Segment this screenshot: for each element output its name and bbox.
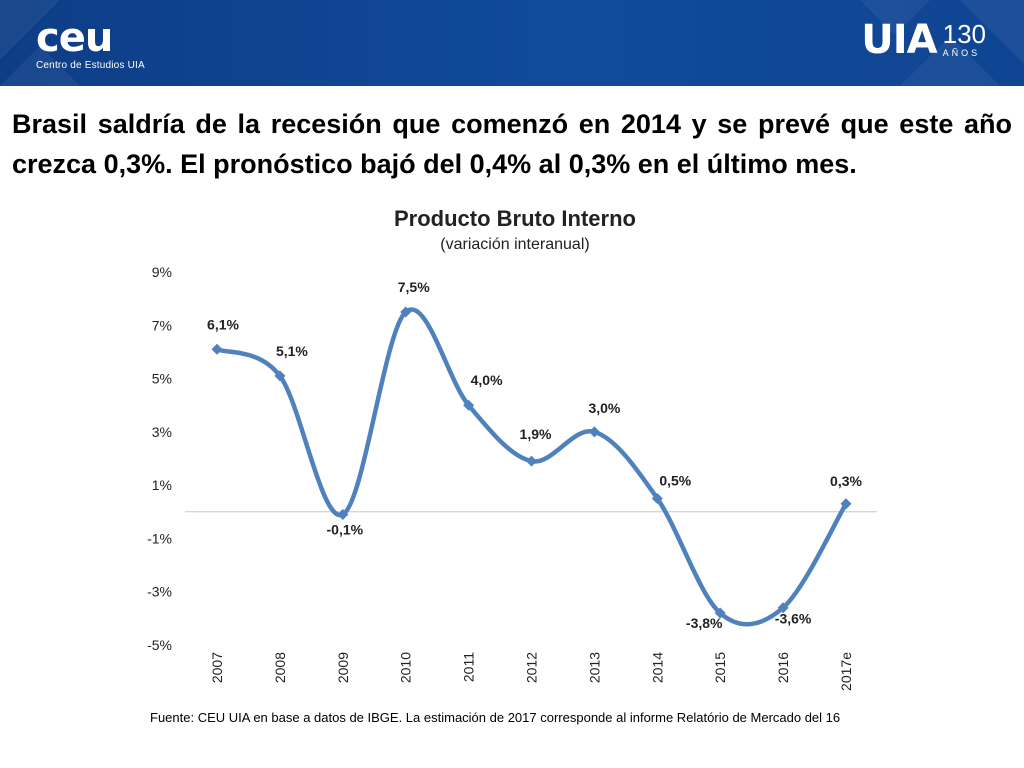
y-tick-label: -1% xyxy=(147,530,172,546)
data-label: -3,8% xyxy=(686,615,723,631)
y-tick-label: 1% xyxy=(152,477,172,493)
y-tick-label: 9% xyxy=(152,264,172,280)
data-label: 0,3% xyxy=(830,473,862,489)
chart-title: Producto Bruto Interno xyxy=(394,206,636,231)
x-tick-label: 2014 xyxy=(649,652,665,683)
data-label: 6,1% xyxy=(207,316,239,332)
data-point-marker xyxy=(526,455,537,467)
data-label: -3,6% xyxy=(775,611,812,627)
x-tick-label: 2011 xyxy=(461,652,477,682)
data-point-marker xyxy=(840,498,852,510)
x-tick-label: 2010 xyxy=(398,652,414,683)
data-point-marker xyxy=(714,607,726,619)
data-point-marker xyxy=(400,306,412,318)
data-point-marker xyxy=(588,426,600,438)
x-tick-label: 2016 xyxy=(775,652,791,683)
x-tick-label: 2009 xyxy=(335,652,351,683)
y-tick-label: 7% xyxy=(152,317,172,333)
x-tick-label: 2007 xyxy=(209,652,225,683)
x-tick-label: 2015 xyxy=(712,652,728,683)
data-point-marker xyxy=(274,370,286,382)
header-pattern xyxy=(0,0,1024,86)
y-tick-label: 5% xyxy=(152,371,172,387)
data-label: 7,5% xyxy=(398,279,430,295)
series-line xyxy=(214,307,849,627)
data-label: 4,0% xyxy=(471,372,503,388)
x-tick-label: 2008 xyxy=(272,652,288,683)
uia-logo-word: UIA xyxy=(861,17,937,63)
data-point-marker xyxy=(777,602,789,614)
y-tick-label: -3% xyxy=(147,584,172,600)
ceu-logo-subtitle: Centro de Estudios UIA xyxy=(36,60,145,71)
header-band: ceu Centro de Estudios UIA UIA 130 AÑOS xyxy=(0,0,1024,86)
ceu-logo-word: ceu xyxy=(36,15,113,61)
data-label: 3,0% xyxy=(588,400,620,416)
slide-title: Brasil saldría de la recesión que comenz… xyxy=(12,109,1012,179)
y-tick-label: -5% xyxy=(147,637,172,653)
x-tick-label: 2013 xyxy=(586,652,602,683)
source-footnote: Fuente: CEU UIA en base a datos de IBGE.… xyxy=(150,710,841,725)
data-point-marker xyxy=(211,343,223,355)
data-point-marker xyxy=(651,492,663,504)
x-tick-label: 2012 xyxy=(524,652,540,683)
y-tick-label: 3% xyxy=(152,424,172,440)
uia-130-logo: UIA 130 AÑOS xyxy=(861,18,986,62)
uia-anniversary: 130 AÑOS xyxy=(943,21,986,59)
data-label: -0,1% xyxy=(327,521,364,537)
data-label: 0,5% xyxy=(659,472,691,488)
chart-subtitle: (variación interanual) xyxy=(440,236,590,253)
data-label: 5,1% xyxy=(276,343,308,359)
ceu-logo: ceu Centro de Estudios UIA xyxy=(36,18,145,72)
uia-anniversary-number: 130 xyxy=(942,19,986,49)
uia-anniversary-label: AÑOS xyxy=(942,48,981,58)
x-tick-label: 2017e xyxy=(838,652,854,691)
data-point-marker xyxy=(337,508,349,520)
data-point-marker xyxy=(463,399,475,411)
data-label: 1,9% xyxy=(520,426,552,442)
